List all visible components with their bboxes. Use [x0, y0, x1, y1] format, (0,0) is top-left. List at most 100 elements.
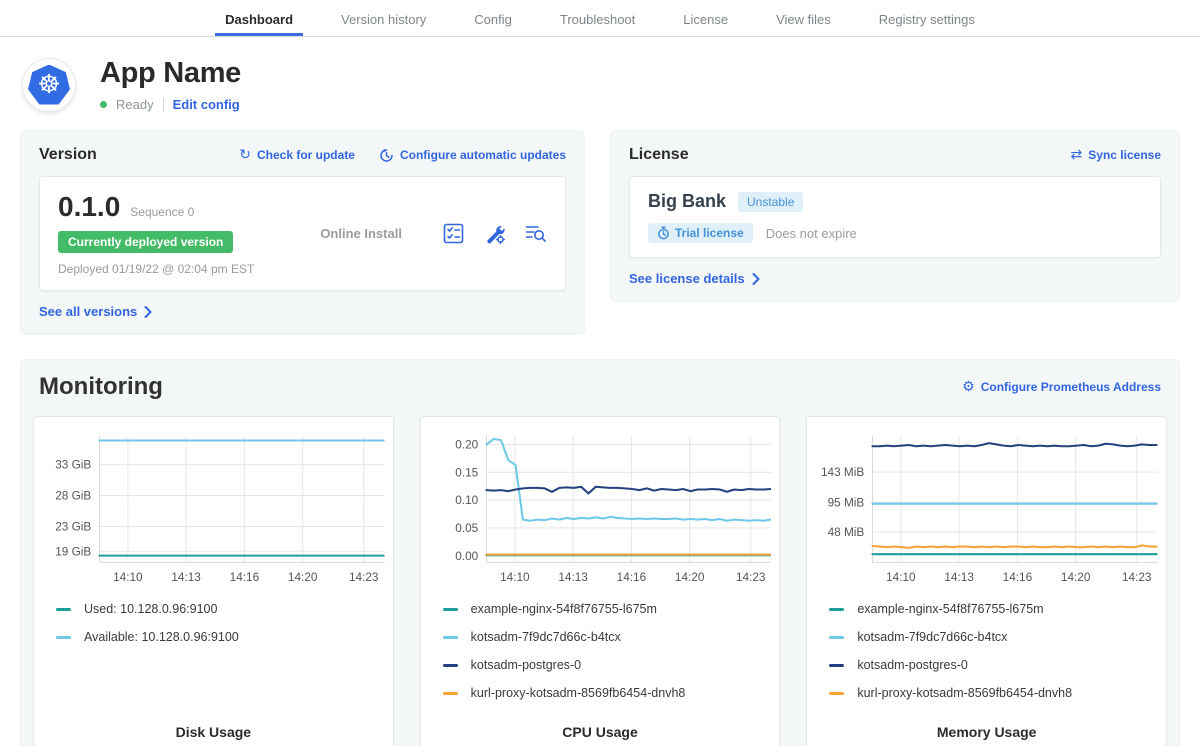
- series-line: [486, 439, 770, 521]
- chart-title: Disk Usage: [42, 724, 385, 740]
- memory-usage-chart-card: 14:1014:1314:1614:2014:23143 MiB95 MiB48…: [806, 416, 1167, 746]
- app-status: Ready: [116, 97, 154, 112]
- license-type-row: Trial license Does not expire: [648, 223, 1142, 243]
- y-tick-label: 0.15: [455, 466, 478, 479]
- configure-prometheus-label: Configure Prometheus Address: [981, 380, 1161, 394]
- x-tick-label: 14:23: [349, 571, 379, 584]
- x-tick-label: 14:13: [558, 571, 588, 584]
- monitoring-card: Monitoring ⚙ Configure Prometheus Addres…: [20, 359, 1180, 746]
- cards-row: Version ↻ Check for update Configure aut…: [0, 118, 1200, 335]
- y-tick-label: 95 MiB: [828, 497, 865, 510]
- version-actions: [442, 222, 547, 245]
- nav-tabs: Dashboard Version history Config Troublesho…: [215, 0, 985, 36]
- app-status-row: Ready Edit config: [100, 97, 241, 112]
- x-tick-label: 14:16: [616, 571, 646, 584]
- disk-usage-chart-card: 14:1014:1314:1614:2014:2333 GiB28 GiB23 …: [33, 416, 394, 746]
- monitoring-header: Monitoring ⚙ Configure Prometheus Addres…: [33, 373, 1167, 401]
- legend-item: kotsadm-7f9dc7d66c-b4tcx: [443, 630, 772, 644]
- legend-item: kurl-proxy-kotsadm-8569fb6454-dnvh8: [829, 686, 1158, 700]
- legend-swatch: [829, 664, 844, 667]
- legend-label: example-nginx-54f8f76755-l675m: [471, 602, 657, 616]
- legend-label: kotsadm-postgres-0: [471, 658, 581, 672]
- y-tick-label: 28 GiB: [55, 490, 91, 503]
- tab-config[interactable]: Config: [464, 0, 522, 36]
- x-tick-label: 14:20: [1061, 571, 1091, 584]
- legend-item: kotsadm-7f9dc7d66c-b4tcx: [829, 630, 1158, 644]
- legend-swatch: [829, 636, 844, 639]
- tab-view-files[interactable]: View files: [766, 0, 841, 36]
- kubernetes-helm-icon: ☸: [37, 72, 60, 98]
- series-line: [486, 487, 770, 494]
- version-info: 0.1.0 Sequence 0 Currently deployed vers…: [58, 191, 254, 276]
- y-tick-label: 0.10: [455, 494, 478, 507]
- license-panel: Big Bank Unstable Trial license Does not…: [629, 176, 1161, 258]
- preflight-checks-icon[interactable]: [442, 222, 465, 245]
- monitoring-title: Monitoring: [39, 373, 163, 401]
- y-tick-label: 33 GiB: [55, 459, 91, 472]
- status-dot: [100, 101, 107, 108]
- tab-dashboard[interactable]: Dashboard: [215, 0, 303, 36]
- app-meta: App Name Ready Edit config: [100, 57, 241, 112]
- sync-license-button[interactable]: ⇄ Sync license: [1071, 148, 1161, 162]
- legend-item: kotsadm-postgres-0: [829, 658, 1158, 672]
- charts-row: 14:10 14:13 14:16 14:20 14:23 33 GiB 28 GiB 23 …: [33, 416, 1167, 746]
- monitoring-header-links: ⚙ Configure Prometheus Address: [962, 380, 1161, 394]
- x-tick-label: 14:23: [1122, 571, 1152, 584]
- legend-item: kurl-proxy-kotsadm-8569fb6454-dnvh8: [443, 686, 772, 700]
- legend-swatch: [443, 608, 458, 611]
- deploy-logs-icon[interactable]: [524, 222, 547, 245]
- version-header-links: ↻ Check for update Configure automatic u…: [239, 148, 566, 163]
- series-line: [873, 443, 1157, 446]
- tab-registry-settings[interactable]: Registry settings: [869, 0, 985, 36]
- edit-config-link[interactable]: Edit config: [173, 97, 240, 112]
- deployed-timestamp: Deployed 01/19/22 @ 02:04 pm EST: [58, 262, 254, 276]
- license-card-header: License ⇄ Sync license: [629, 146, 1161, 164]
- series-line: [873, 545, 1157, 548]
- tab-version-history[interactable]: Version history: [331, 0, 436, 36]
- legend-swatch: [443, 636, 458, 639]
- gear-icon: ⚙: [962, 380, 975, 394]
- see-license-details-link[interactable]: See license details: [629, 271, 1161, 286]
- cpu-usage-chart-card: 14:1014:1314:1614:2014:230.200.150.100.0…: [420, 416, 781, 746]
- y-tick-label: 19 GiB: [55, 545, 91, 558]
- x-tick-label: 14:20: [675, 571, 705, 584]
- configure-prometheus-button[interactable]: ⚙ Configure Prometheus Address: [962, 380, 1161, 394]
- app-logo: ☸: [22, 58, 76, 112]
- y-tick-label: 23 GiB: [55, 521, 91, 534]
- version-sequence: Sequence 0: [130, 205, 194, 219]
- divider: [163, 98, 164, 112]
- see-license-details-label: See license details: [629, 271, 745, 286]
- customer-name: Big Bank: [648, 191, 726, 212]
- chart-title: CPU Usage: [429, 724, 772, 740]
- legend-swatch: [56, 636, 71, 639]
- sync-license-label: Sync license: [1088, 148, 1161, 162]
- config-tools-icon[interactable]: [483, 222, 506, 245]
- see-all-versions-link[interactable]: See all versions: [39, 304, 566, 319]
- tab-license[interactable]: License: [673, 0, 738, 36]
- configure-automatic-updates-button[interactable]: Configure automatic updates: [379, 148, 566, 163]
- x-tick-label: 14:10: [113, 571, 143, 584]
- page-title: App Name: [100, 57, 241, 90]
- stopwatch-icon: [657, 226, 670, 240]
- y-tick-label: 0.05: [455, 522, 478, 535]
- legend-swatch: [443, 664, 458, 667]
- refresh-icon: ↻: [239, 148, 251, 162]
- legend-item: kotsadm-postgres-0: [443, 658, 772, 672]
- x-tick-label: 14:20: [288, 571, 318, 584]
- license-expiry: Does not expire: [766, 226, 857, 241]
- license-title: License: [629, 146, 689, 164]
- x-tick-label: 14:23: [736, 571, 766, 584]
- x-tick-label: 14:13: [945, 571, 975, 584]
- license-name-row: Big Bank Unstable: [648, 191, 1142, 212]
- cpu-usage-chart: 14:1014:1314:1614:2014:230.200.150.100.0…: [429, 429, 772, 587]
- version-card: Version ↻ Check for update Configure aut…: [20, 130, 585, 335]
- check-for-update-button[interactable]: ↻ Check for update: [239, 148, 355, 163]
- deployed-badge: Currently deployed version: [58, 231, 233, 253]
- x-tick-label: 14:16: [1003, 571, 1033, 584]
- tab-troubleshoot[interactable]: Troubleshoot: [550, 0, 645, 36]
- x-tick-label: 14:13: [171, 571, 201, 584]
- legend-swatch: [829, 692, 844, 695]
- memory-usage-chart: 14:1014:1314:1614:2014:23143 MiB95 MiB48…: [815, 429, 1158, 587]
- clock-arrow-icon: [379, 148, 394, 163]
- legend-item: Available: 10.128.0.96:9100: [56, 630, 385, 644]
